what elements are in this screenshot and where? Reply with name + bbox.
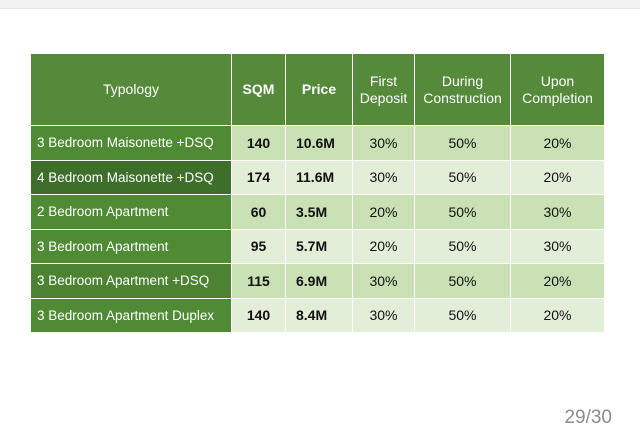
sqm-cell: 60 (232, 195, 286, 230)
upon-completion-cell: 30% (511, 229, 604, 264)
during-construction-cell: 50% (415, 298, 511, 333)
first-deposit-cell: 30% (353, 298, 415, 333)
first-deposit-cell: 20% (353, 195, 415, 230)
upon-completion-cell: 20% (511, 126, 604, 161)
table-row: 3 Bedroom Maisonette +DSQ 140 10.6M 30% … (31, 126, 604, 161)
sqm-cell: 95 (232, 229, 286, 264)
typology-cell: 2 Bedroom Apartment (31, 195, 232, 230)
during-construction-cell: 50% (415, 229, 511, 264)
sqm-cell: 115 (232, 264, 286, 299)
header-during-construction: During Construction (415, 54, 511, 126)
header-upon-completion: Upon Completion (511, 54, 604, 126)
table-row: 3 Bedroom Apartment Duplex 140 8.4M 30% … (31, 298, 604, 333)
typology-cell: 3 Bedroom Apartment (31, 229, 232, 264)
during-construction-cell: 50% (415, 160, 511, 195)
price-cell: 8.4M (286, 298, 353, 333)
price-cell: 10.6M (286, 126, 353, 161)
first-deposit-cell: 30% (353, 264, 415, 299)
during-construction-cell: 50% (415, 126, 511, 161)
typology-cell: 4 Bedroom Maisonette +DSQ (31, 160, 232, 195)
price-cell: 6.9M (286, 264, 353, 299)
header-typology: Typology (31, 54, 232, 126)
price-cell: 3.5M (286, 195, 353, 230)
sqm-cell: 140 (232, 126, 286, 161)
table-row: 3 Bedroom Apartment +DSQ 115 6.9M 30% 50… (31, 264, 604, 299)
upon-completion-cell: 20% (511, 160, 604, 195)
header-sqm: SQM (232, 54, 286, 126)
typology-cell: 3 Bedroom Maisonette +DSQ (31, 126, 232, 161)
header-first-deposit: First Deposit (353, 54, 415, 126)
sqm-cell: 140 (232, 298, 286, 333)
upon-completion-cell: 30% (511, 195, 604, 230)
pricing-table: Typology SQM Price First Deposit During … (31, 54, 604, 333)
price-cell: 5.7M (286, 229, 353, 264)
table-row: 4 Bedroom Maisonette +DSQ 174 11.6M 30% … (31, 160, 604, 195)
upon-completion-cell: 20% (511, 298, 604, 333)
typology-cell: 3 Bedroom Apartment +DSQ (31, 264, 232, 299)
table-row: 3 Bedroom Apartment 95 5.7M 20% 50% 30% (31, 229, 604, 264)
upon-completion-cell: 20% (511, 264, 604, 299)
during-construction-cell: 50% (415, 264, 511, 299)
top-bar (0, 0, 640, 9)
typology-cell: 3 Bedroom Apartment Duplex (31, 298, 232, 333)
during-construction-cell: 50% (415, 195, 511, 230)
header-price: Price (286, 54, 353, 126)
first-deposit-cell: 30% (353, 160, 415, 195)
table-row: 2 Bedroom Apartment 60 3.5M 20% 50% 30% (31, 195, 604, 230)
first-deposit-cell: 20% (353, 229, 415, 264)
price-cell: 11.6M (286, 160, 353, 195)
page-indicator: 29/30 (564, 407, 612, 428)
table-header-row: Typology SQM Price First Deposit During … (31, 54, 604, 126)
first-deposit-cell: 30% (353, 126, 415, 161)
sqm-cell: 174 (232, 160, 286, 195)
